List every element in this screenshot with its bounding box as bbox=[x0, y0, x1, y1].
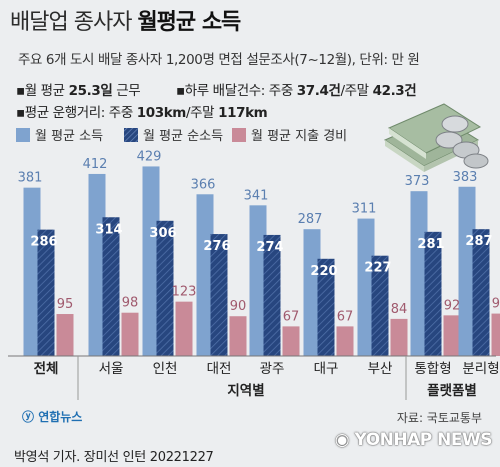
category-label-0: 전체 bbox=[34, 360, 59, 377]
bar-net-4 bbox=[263, 234, 281, 356]
bar-income-7 bbox=[410, 191, 428, 356]
group-label-1: 플랫폼별 bbox=[427, 382, 477, 399]
bar-net-0 bbox=[37, 229, 55, 356]
label-income-8: 383 bbox=[453, 170, 478, 185]
bar-income-2 bbox=[142, 166, 160, 356]
bar-net-3 bbox=[210, 234, 228, 356]
label-net-3: 276 bbox=[203, 239, 230, 254]
category-label-4: 광주 bbox=[260, 361, 285, 377]
label-net-7: 281 bbox=[417, 237, 444, 252]
legend-swatch-2 bbox=[232, 128, 246, 142]
chart-subtitle: 주요 6개 도시 배달 종사자 1,200명 면접 설문조사(7~12월), 단… bbox=[18, 52, 420, 68]
category-label-8: 분리형 bbox=[462, 361, 499, 377]
money-illustration-icon bbox=[383, 103, 489, 172]
legend-label-2: 월 평균 지출 경비 bbox=[251, 129, 347, 144]
yonhap-logo-small: ⓨ 연합뉴스 bbox=[22, 410, 83, 424]
legend: 월 평균 소득 월 평균 순소득 월 평균 지출 경비 bbox=[16, 128, 347, 144]
bar-income-4 bbox=[249, 205, 267, 356]
bar-expense-2 bbox=[175, 301, 193, 356]
label-income-3: 366 bbox=[191, 177, 216, 192]
label-expense-1: 98 bbox=[122, 296, 139, 311]
category-label-2: 인천 bbox=[153, 361, 178, 377]
bar-expense-8 bbox=[491, 313, 500, 356]
bar-expense-3 bbox=[229, 316, 247, 356]
label-income-2: 429 bbox=[137, 149, 162, 164]
label-expense-6: 84 bbox=[391, 302, 408, 317]
category-label-5: 대구 bbox=[314, 361, 339, 377]
label-net-2: 306 bbox=[149, 226, 176, 241]
bar-expense-5 bbox=[336, 326, 354, 356]
bar-income-8 bbox=[458, 186, 476, 356]
bar-expense-7 bbox=[443, 315, 461, 356]
label-net-4: 274 bbox=[256, 240, 283, 255]
label-net-6: 227 bbox=[364, 261, 391, 276]
stat-work-days: ▪월 평균 25.3일 근무 bbox=[16, 83, 141, 99]
bar-income-0 bbox=[23, 187, 41, 356]
bar-net-8 bbox=[472, 229, 490, 356]
stat-distance: ▪평균 운행거리: 주중 103km/주말 117km bbox=[16, 105, 268, 121]
chart-title: 배달업 종사자 월평균 소득 bbox=[10, 10, 241, 35]
label-income-6: 311 bbox=[352, 202, 377, 217]
label-income-4: 341 bbox=[244, 188, 269, 203]
label-expense-3: 90 bbox=[230, 299, 247, 314]
label-net-8: 287 bbox=[465, 234, 492, 249]
bar-expense-6 bbox=[390, 318, 408, 356]
bar-expense-1 bbox=[121, 312, 139, 356]
label-net-0: 286 bbox=[30, 235, 57, 250]
label-expense-7: 92 bbox=[444, 298, 461, 313]
legend-label-0: 월 평균 소득 bbox=[35, 129, 103, 144]
bar-income-1 bbox=[88, 173, 106, 356]
label-income-0: 381 bbox=[18, 171, 43, 186]
label-expense-2: 123 bbox=[172, 285, 197, 300]
yonhap-news-watermark: ◉ YONHAP NEWS bbox=[334, 430, 493, 450]
bar-income-6 bbox=[357, 218, 375, 356]
bar-net-5 bbox=[317, 258, 335, 356]
legend-swatch-0 bbox=[16, 128, 30, 142]
bar-net-2 bbox=[156, 220, 174, 356]
bar-chart: 월 평균 소득 월 평균 순소득 월 평균 지출 경비 381 286 95 전체 412 3… bbox=[8, 103, 500, 400]
label-expense-4: 67 bbox=[283, 309, 300, 324]
bar-net-6 bbox=[371, 255, 389, 356]
label-expense-5: 67 bbox=[337, 309, 354, 324]
category-label-6: 부산 bbox=[368, 361, 393, 377]
bar-income-3 bbox=[196, 194, 214, 356]
legend-swatch-1 bbox=[124, 128, 138, 142]
label-net-1: 314 bbox=[95, 222, 122, 237]
bar-expense-4 bbox=[282, 326, 300, 356]
bar-net-1 bbox=[102, 217, 120, 356]
label-expense-8: 96 bbox=[492, 297, 500, 312]
label-income-5: 287 bbox=[298, 212, 323, 227]
label-net-5: 220 bbox=[310, 264, 337, 279]
bar-income-5 bbox=[303, 229, 321, 356]
source-note: 자료: 국토교통부 bbox=[396, 411, 482, 425]
bar-expense-0 bbox=[56, 314, 74, 356]
stat-daily-deliveries: ▪하루 배달건수: 주중 37.4건/주말 42.3건 bbox=[176, 83, 417, 99]
bar-net-7 bbox=[424, 231, 442, 356]
label-expense-0: 95 bbox=[57, 297, 74, 312]
legend-label-1: 월 평균 순소득 bbox=[143, 129, 223, 144]
byline: 박영석 기자. 장미선 인턴 20221227 bbox=[14, 450, 214, 465]
category-label-3: 대전 bbox=[207, 361, 232, 377]
category-label-1: 서울 bbox=[99, 361, 124, 377]
group-label-0: 지역별 bbox=[227, 382, 264, 399]
label-income-7: 373 bbox=[405, 174, 430, 189]
label-income-1: 412 bbox=[83, 157, 108, 172]
category-label-7: 통합형 bbox=[414, 361, 451, 377]
